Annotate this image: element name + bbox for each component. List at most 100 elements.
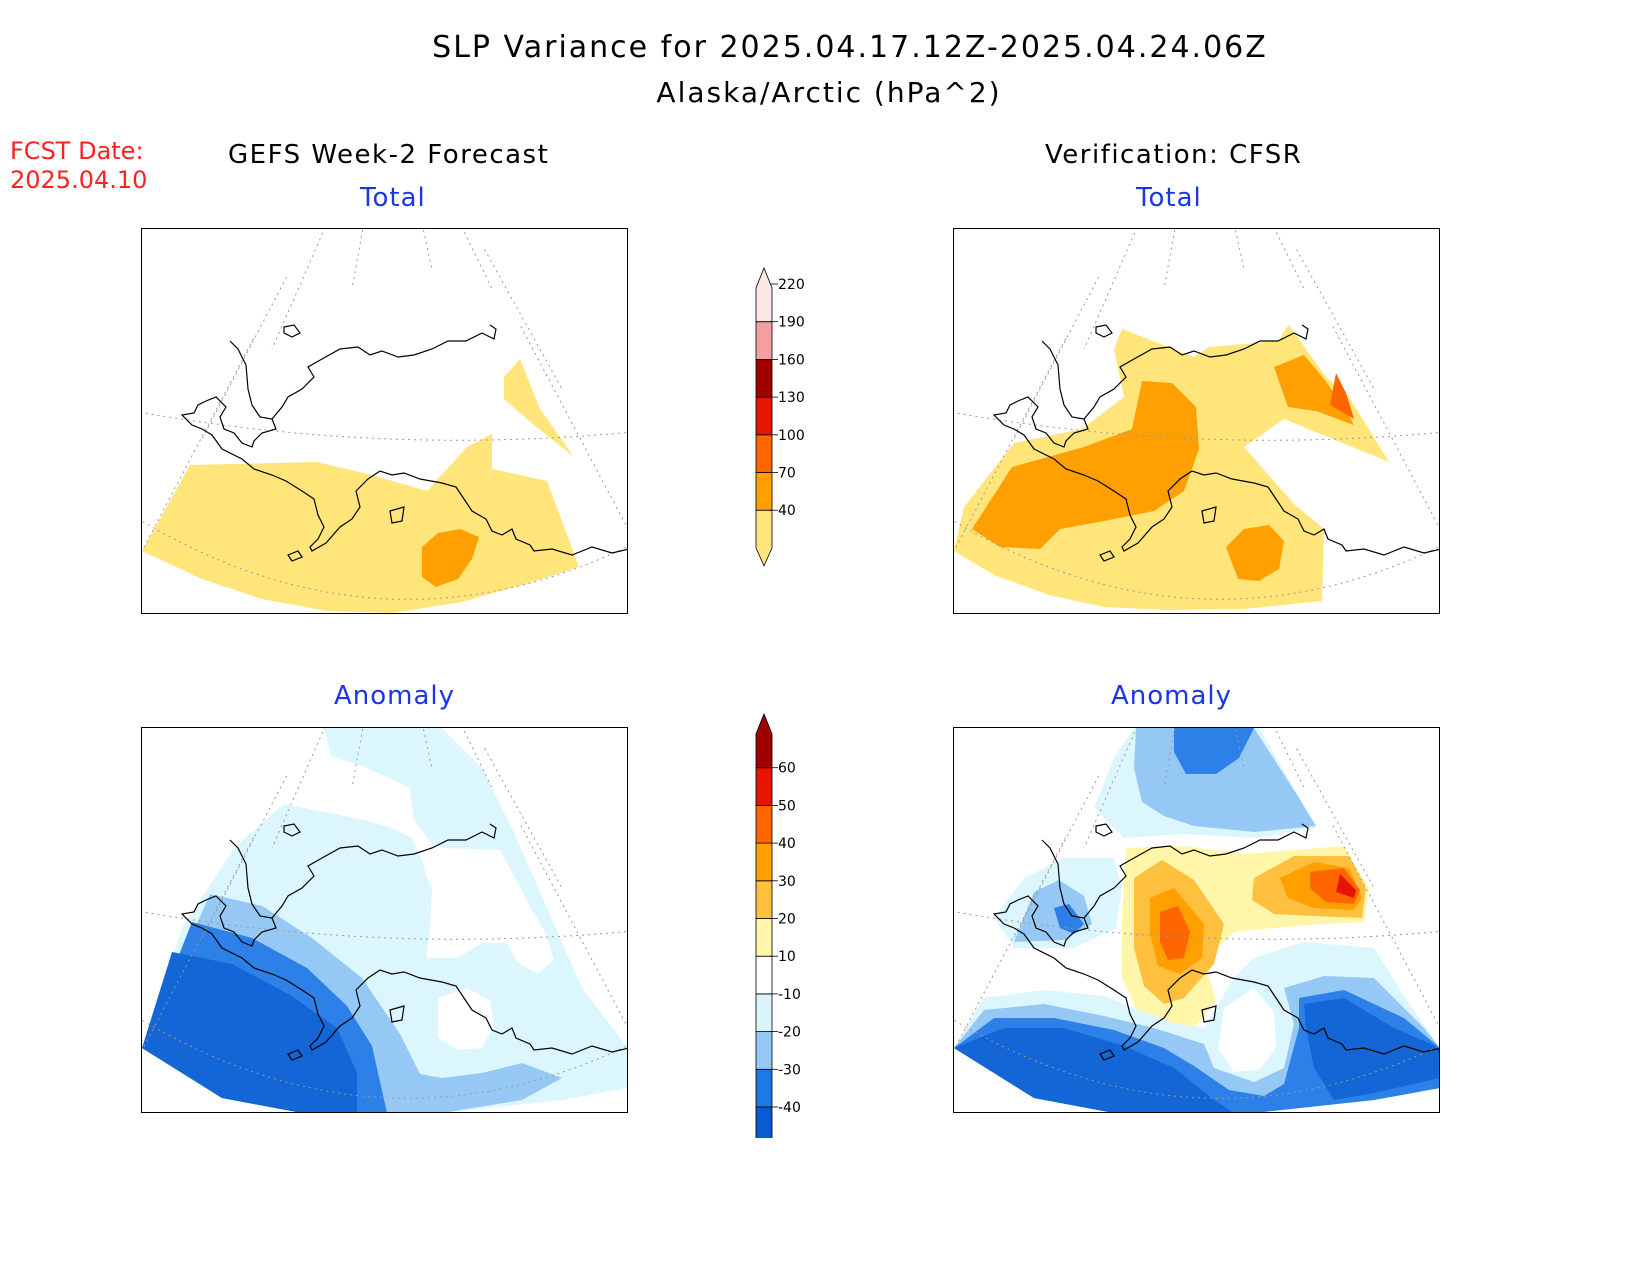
colorbar-anomaly-segment-2 (755, 1031, 773, 1070)
map-verification-total (953, 228, 1440, 614)
map-overlay (142, 229, 627, 600)
meridian (484, 249, 563, 390)
panel-title-forecast-anomaly: Anomaly (334, 681, 456, 711)
panel-title-forecast-total: Total (360, 183, 426, 213)
island-outline (1099, 550, 1115, 562)
island-outline (1099, 1049, 1115, 1061)
colorbar-anomaly-label: -40 (778, 1100, 801, 1116)
colorbar-total-segment-3 (755, 396, 773, 436)
coastline (180, 839, 627, 1055)
map-overlay (954, 728, 1439, 1099)
parallel (954, 412, 1439, 441)
meridian (484, 748, 563, 889)
map-forecast-anomaly-svg (142, 728, 627, 1112)
meridian (462, 229, 493, 290)
island-outline (389, 506, 405, 524)
map-verification-anomaly (953, 727, 1440, 1113)
anomaly-region-50-60 (1336, 874, 1356, 898)
map-forecast-total-svg (142, 229, 627, 613)
colorbar-total-svg: 40 70 100 130 160 190 220 (755, 266, 805, 567)
island-outline (1201, 1005, 1217, 1023)
colorbar-total-segment-5 (755, 321, 773, 360)
map-overlay (954, 229, 1440, 614)
coastline-north (271, 324, 497, 420)
meridian (142, 837, 255, 1051)
variance-region-70-100-east (1274, 355, 1354, 425)
anomaly-region-minus10-plus10-north (317, 756, 554, 974)
coastline (180, 340, 627, 556)
colorbar-anomaly-label: -10 (778, 987, 801, 1003)
meridian (271, 728, 325, 849)
anomaly-region-below-minus40-southeast (1304, 998, 1439, 1100)
meridian (1234, 728, 1245, 769)
meridian (954, 338, 1067, 552)
parallel (142, 412, 627, 441)
meridian (201, 276, 288, 440)
meridian (142, 338, 255, 552)
coastline-north (1083, 324, 1309, 420)
map-forecast-total (141, 228, 628, 614)
meridian (1234, 229, 1245, 270)
colorbar-anomaly-label: -20 (778, 1025, 801, 1041)
variance-region-40-70-east (504, 359, 574, 457)
anomaly-region-below-minus40-south (954, 1028, 1233, 1112)
graticule (142, 728, 627, 1099)
variance-region-70-100-west (972, 381, 1199, 549)
meridian (201, 775, 288, 939)
colorbar-anomaly-label: 10 (778, 949, 796, 965)
meridian (1163, 229, 1176, 290)
colorbar-total-segment-1 (755, 472, 773, 511)
map-forecast-anomaly (141, 727, 628, 1113)
island-outline (1095, 324, 1113, 338)
anomaly-region-minus10-plus10-south (1218, 988, 1276, 1072)
coastline-north (1083, 823, 1309, 919)
colorbar-anomaly-segment-5 (755, 918, 773, 957)
colorbar-total-label: 40 (778, 503, 796, 519)
parallel (954, 609, 1440, 614)
variance-region-40-70 (142, 434, 579, 613)
meridian (271, 229, 325, 350)
meridian (422, 728, 433, 769)
parallel (142, 1019, 627, 1099)
colorbar-anomaly-segment-9 (755, 767, 773, 806)
graticule (954, 229, 1440, 614)
colorbar-anomaly-segment-4 (755, 955, 773, 995)
meridian (1332, 326, 1439, 529)
colorbar-total-label: 70 (778, 466, 796, 482)
meridian (954, 837, 1067, 1051)
meridian (1083, 229, 1137, 350)
colorbar-total-label: 130 (778, 390, 805, 406)
island-outline (287, 550, 303, 562)
meridian (1296, 249, 1375, 390)
colorbar-anomaly-label: 50 (778, 798, 796, 814)
coastline (992, 340, 1439, 556)
graticule (954, 728, 1439, 1099)
column-title-forecast: GEFS Week-2 Forecast (228, 140, 550, 170)
colorbar-anomaly-label: -30 (778, 1062, 801, 1078)
colorbar-total-segment-0 (755, 509, 773, 567)
panel-title-verification-anomaly: Anomaly (1111, 681, 1233, 711)
colorbar-anomaly-segment-3 (755, 993, 773, 1032)
colorbar-total-segment-6 (755, 266, 773, 323)
forecast-date-label: FCST Date: 2025.04.10 (10, 137, 147, 195)
parallel (954, 1019, 1439, 1099)
meridian (1013, 775, 1100, 939)
coastline (992, 839, 1439, 1055)
meridian (1163, 728, 1176, 789)
meridian (351, 229, 364, 290)
parallel (142, 520, 627, 600)
island-outline (389, 1005, 405, 1023)
colorbar-total-label: 100 (778, 428, 805, 444)
map-overlay (142, 728, 627, 1099)
anomaly-region-minus30-minus40-north (1174, 728, 1254, 774)
chart-title: SLP Variance for 2025.04.17.12Z-2025.04.… (432, 30, 1268, 65)
column-title-verification: Verification: CFSR (1045, 140, 1303, 170)
forecast-date-value: 2025.04.10 (10, 166, 148, 194)
colorbar-total: 40 70 100 130 160 190 220 (730, 262, 830, 582)
colorbar-anomaly-label: 40 (778, 836, 796, 852)
coastline-north (271, 823, 497, 919)
graticule (142, 229, 627, 600)
variance-region-70-100-south (1226, 525, 1284, 581)
variance-region-70-100 (422, 529, 479, 587)
parallel (954, 911, 1439, 940)
